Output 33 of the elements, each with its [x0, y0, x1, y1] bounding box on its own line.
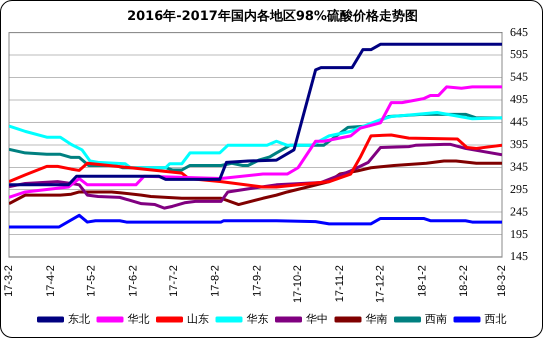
- x-tick-label: 17-7-2: [168, 265, 180, 297]
- x-tick-label: 17-9-2: [252, 265, 264, 297]
- legend-label: 华南: [366, 312, 388, 326]
- legend-label: 华东: [246, 312, 268, 326]
- y-tick-label: 195: [510, 226, 528, 241]
- y-tick-label: 645: [510, 24, 528, 39]
- x-tick-label: 18-2-2: [458, 265, 470, 297]
- x-tick-label: 17-12-2: [374, 265, 386, 304]
- chart-title: 2016年-2017年国内各地区98%硫酸价格走势图: [127, 8, 418, 24]
- legend-label: 华中: [306, 312, 328, 326]
- y-tick-label: 245: [510, 204, 528, 218]
- x-tick-label: 17-6-2: [127, 265, 140, 297]
- legend-label: 山东: [187, 312, 209, 326]
- x-tick-label: 18-3-2: [496, 265, 508, 297]
- legend-label: 西南: [425, 312, 447, 326]
- x-tick-label: 17-4-2: [44, 265, 57, 297]
- x-tick-label: 17-11-2: [334, 265, 346, 302]
- y-tick-label: 495: [510, 92, 528, 106]
- y-tick-label: 545: [510, 70, 528, 84]
- y-tick-label: 295: [510, 182, 528, 196]
- y-tick-label: 145: [510, 249, 528, 264]
- legend-label: 东北: [68, 312, 90, 326]
- y-tick-label: 395: [510, 137, 528, 151]
- legend-label: 华北: [128, 312, 150, 326]
- y-tick-label: 595: [510, 47, 528, 62]
- x-tick-label: 17-5-2: [85, 265, 98, 297]
- legend-label: 西北: [484, 312, 506, 326]
- y-tick-label: 445: [510, 114, 528, 129]
- x-tick-label: 17-10-2: [292, 265, 304, 304]
- x-tick-label: 17-8-2: [210, 265, 222, 297]
- y-tick-label: 345: [510, 159, 528, 174]
- x-tick-label: 17-3-2: [3, 265, 16, 297]
- x-tick-label: 18-1-2: [416, 265, 428, 297]
